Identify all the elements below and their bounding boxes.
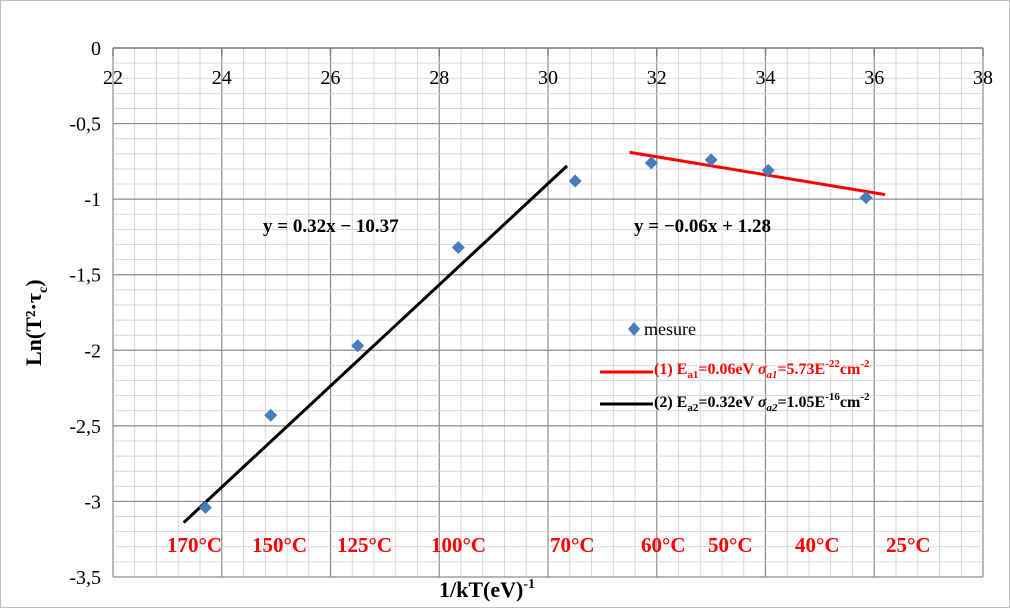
- equation-black: y = 0.32x − 10.37: [263, 216, 399, 237]
- data-point: [568, 174, 582, 188]
- y-tick-label: 0: [91, 38, 101, 60]
- data-point: [264, 408, 278, 422]
- temp-label: 70°C: [550, 533, 595, 557]
- temp-label: 150°C: [252, 533, 307, 557]
- x-tick-label: 38: [973, 67, 993, 89]
- y-tick-label: -2: [84, 340, 101, 362]
- y-axis-title: Ln(T²·τc): [21, 279, 51, 366]
- x-axis-title: 1/kT(eV)-1: [439, 577, 535, 602]
- x-tick-label: 32: [647, 67, 667, 89]
- data-point: [198, 500, 212, 514]
- temp-label: 100°C: [431, 533, 486, 557]
- y-tick-label: -0,5: [69, 114, 101, 136]
- x-tick-label: 22: [103, 67, 123, 89]
- equation-red: y = −0.06x + 1.28: [634, 216, 771, 237]
- legend-label-red: (1) Ea1=0.06eV σa1=5.73E-22cm-2: [654, 358, 870, 381]
- temperature-labels: 170°C 150°C 125°C 100°C 70°C 60°C 50°C 4…: [167, 533, 931, 557]
- fit-lines: [182, 150, 886, 524]
- legend-label-black: (2) Ea2=0.32eV σa2=1.05E-16cm-2: [654, 391, 870, 414]
- data-point: [644, 156, 658, 170]
- temp-label: 60°C: [641, 533, 686, 557]
- data-point: [451, 241, 465, 255]
- x-tick-label: 24: [212, 67, 232, 89]
- y-tick-label: -3: [84, 491, 101, 513]
- y-tick-label: -1: [84, 189, 101, 211]
- x-tick-label: 34: [756, 67, 776, 89]
- y-tick-label: -3,5: [69, 567, 101, 589]
- data-point: [351, 339, 365, 353]
- temp-label: 170°C: [167, 533, 222, 557]
- grid: [112, 47, 984, 578]
- data-point: [859, 191, 873, 205]
- legend-label-mesure: mesure: [644, 319, 696, 339]
- fit-line-2: [182, 164, 569, 524]
- data-point: [704, 153, 718, 167]
- x-tick-label: 36: [864, 67, 884, 89]
- temp-label: 125°C: [337, 533, 392, 557]
- y-tick-label: -1,5: [69, 265, 101, 287]
- data-points: [198, 153, 873, 514]
- temp-label: 25°C: [886, 533, 931, 557]
- x-tick-labels: 22 24 26 28 30 32 34 36 38: [103, 67, 993, 89]
- x-tick-label: 28: [429, 67, 449, 89]
- legend: mesure (1) Ea1=0.06eV σa1=5.73E-22cm-2 (…: [600, 319, 870, 414]
- x-tick-label: 26: [321, 67, 341, 89]
- fit-line-1: [629, 150, 886, 197]
- data-point: [761, 163, 775, 177]
- x-tick-label: 30: [538, 67, 558, 89]
- temp-label: 50°C: [708, 533, 753, 557]
- legend-marker-mesure: [628, 322, 640, 336]
- y-tick-label: -2,5: [69, 416, 101, 438]
- y-tick-labels: 0 -0,5 -1 -1,5 -2 -2,5 -3 -3,5: [69, 38, 101, 589]
- temp-label: 40°C: [795, 533, 840, 557]
